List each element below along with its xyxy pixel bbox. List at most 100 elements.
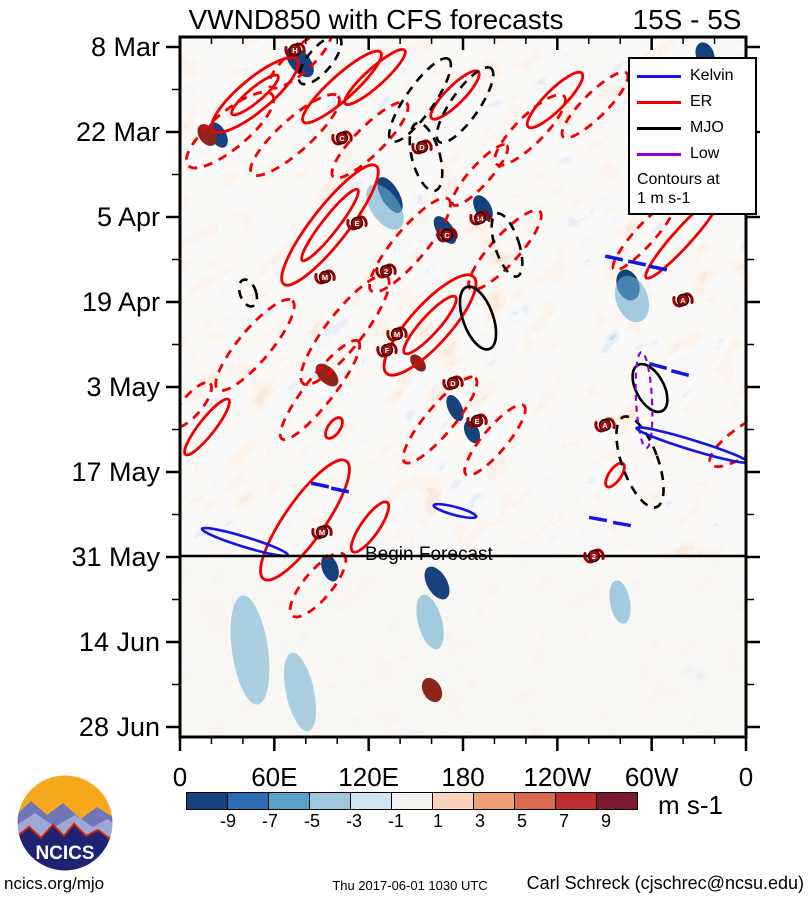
colorbar-cell bbox=[350, 792, 392, 810]
er-wave-contour bbox=[604, 461, 626, 489]
er-wave-forecast-contour bbox=[278, 338, 362, 442]
colorbar-cell bbox=[391, 792, 433, 810]
legend-label: Low bbox=[690, 145, 720, 162]
er-wave-contour bbox=[349, 500, 391, 554]
cyclone-letter: A bbox=[680, 296, 686, 305]
legend-entry: Kelvin bbox=[637, 63, 755, 89]
colorbar-units-label: m s-1 bbox=[658, 790, 723, 820]
y-axis-label: 14 Jun bbox=[78, 627, 160, 657]
x-axis-label: 180 bbox=[441, 762, 485, 792]
anomaly-blob bbox=[446, 394, 464, 422]
tropical-cyclone-symbol: C bbox=[436, 227, 458, 243]
er-wave-forecast-contour bbox=[184, 90, 276, 170]
cyclone-letter: A bbox=[602, 421, 608, 430]
kelvin-wave-segment bbox=[604, 254, 624, 262]
tropical-cyclone-symbol: 2 bbox=[375, 263, 397, 279]
er-wave-contour bbox=[300, 187, 360, 263]
mjo-legend-line bbox=[637, 126, 681, 130]
tropical-cyclone-symbol: E bbox=[466, 413, 488, 429]
x-axis-label: 120E bbox=[338, 762, 400, 792]
colorbar-cell bbox=[309, 792, 351, 810]
cyclone-letter: E bbox=[354, 219, 359, 228]
mjo-wave-forecast-contour bbox=[408, 121, 444, 193]
cyclone-letter: M bbox=[394, 330, 400, 339]
chart-latitude-range: 15S - 5S bbox=[632, 4, 742, 35]
mjo-wave-contour bbox=[458, 285, 498, 351]
kelvin-wave-contour bbox=[432, 502, 478, 520]
kelvin-wave-segment bbox=[648, 264, 668, 272]
anomaly-blob bbox=[366, 184, 404, 230]
colorbar-cell bbox=[473, 792, 515, 810]
logo-text: NCICS bbox=[35, 843, 94, 864]
legend-entry: ER bbox=[637, 89, 755, 115]
cyclone-letter: F bbox=[385, 346, 390, 355]
er-wave-contour bbox=[210, 56, 300, 134]
footer-timestamp: Thu 2017-06-01 1030 UTC bbox=[332, 878, 488, 893]
x-axis-label: 60E bbox=[251, 762, 298, 792]
footer-url: ncics.org/mjo bbox=[4, 874, 105, 893]
colorbar-cell bbox=[514, 792, 556, 810]
er-wave-contour bbox=[230, 73, 280, 117]
begin-forecast-label: Begin Forecast bbox=[365, 544, 493, 565]
legend-label: MJO bbox=[690, 119, 724, 136]
tropical-cyclone-symbol: 2 bbox=[583, 548, 605, 564]
colorbar-cell bbox=[432, 792, 474, 810]
colorbar-cell bbox=[186, 792, 228, 810]
colorbar-cell bbox=[596, 792, 638, 810]
y-axis-label: 5 Apr bbox=[96, 202, 160, 232]
mjo-wave-forecast-contour bbox=[387, 56, 453, 144]
er-wave-contour bbox=[324, 416, 344, 440]
tropical-cyclone-symbol: M bbox=[386, 326, 408, 342]
cyclone-letter: M bbox=[322, 273, 328, 282]
colorbar-tick: 3 bbox=[474, 811, 485, 831]
ncics-logo: NCICS bbox=[16, 774, 114, 872]
colorbar-tick: 7 bbox=[558, 811, 569, 831]
plot-frame bbox=[178, 35, 748, 739]
kelvin-wave-segment bbox=[670, 368, 690, 378]
er-wave-contour bbox=[382, 273, 478, 377]
er-wave-contour bbox=[402, 294, 458, 356]
colorbar-tick: -1 bbox=[387, 811, 404, 831]
cyclone-letter: H bbox=[292, 46, 297, 55]
kelvin-wave-contour bbox=[635, 426, 746, 464]
mjo-wave-forecast-contour bbox=[615, 415, 665, 509]
x-axis-label: 60W bbox=[624, 762, 679, 792]
tropical-cyclone-symbol: M bbox=[314, 269, 336, 285]
y-axis-label: 19 Apr bbox=[81, 287, 160, 317]
y-axis-label: 17 May bbox=[71, 457, 160, 487]
logo-mountains-front bbox=[17, 824, 113, 871]
anomaly-blob bbox=[283, 652, 317, 732]
tropical-cyclone-symbol: A bbox=[672, 292, 694, 308]
colorbar-tick: 5 bbox=[516, 811, 527, 831]
kelvin-legend-line bbox=[637, 74, 681, 78]
colorbar-cell bbox=[555, 792, 597, 810]
anomaly-blob bbox=[614, 275, 650, 323]
forecast-region-wash bbox=[180, 556, 746, 737]
anomaly-blob bbox=[416, 594, 444, 650]
er-wave-contour bbox=[343, 48, 407, 106]
er-wave-contour bbox=[301, 49, 383, 125]
legend-label: ER bbox=[690, 93, 713, 110]
cyclone-letter: C bbox=[444, 231, 450, 240]
y-axis-label: 22 Mar bbox=[75, 117, 160, 147]
legend-entry: Low bbox=[637, 141, 755, 167]
colorbar-tick: -7 bbox=[261, 811, 278, 831]
cyclone-letter: 2 bbox=[592, 552, 596, 561]
mjo-wave-forecast-contour bbox=[490, 212, 524, 278]
wave-legend: Kelvin ER MJO Low Contours at 1 m s-1 bbox=[628, 57, 757, 215]
mjo-wave-forecast-contour bbox=[435, 65, 495, 145]
y-axis-label: 28 Jun bbox=[78, 712, 160, 742]
tropical-cyclone-symbol: A bbox=[594, 417, 616, 433]
x-axis-label: 120W bbox=[523, 762, 592, 792]
tropical-cyclone-symbol: D bbox=[411, 139, 433, 155]
anomaly-blob bbox=[321, 554, 339, 582]
y-axis-label: 31 May bbox=[71, 542, 160, 572]
colorbar-tick: -9 bbox=[219, 811, 236, 831]
tropical-cyclone-symbol: 14 bbox=[469, 210, 491, 226]
legend-label: Kelvin bbox=[690, 67, 734, 84]
anomaly-blob bbox=[421, 677, 443, 703]
er-wave-contour bbox=[525, 70, 585, 130]
kelvin-wave-segment bbox=[648, 361, 668, 371]
cyclone-letter: C bbox=[339, 134, 345, 143]
colorbar-tick: -3 bbox=[345, 811, 362, 831]
